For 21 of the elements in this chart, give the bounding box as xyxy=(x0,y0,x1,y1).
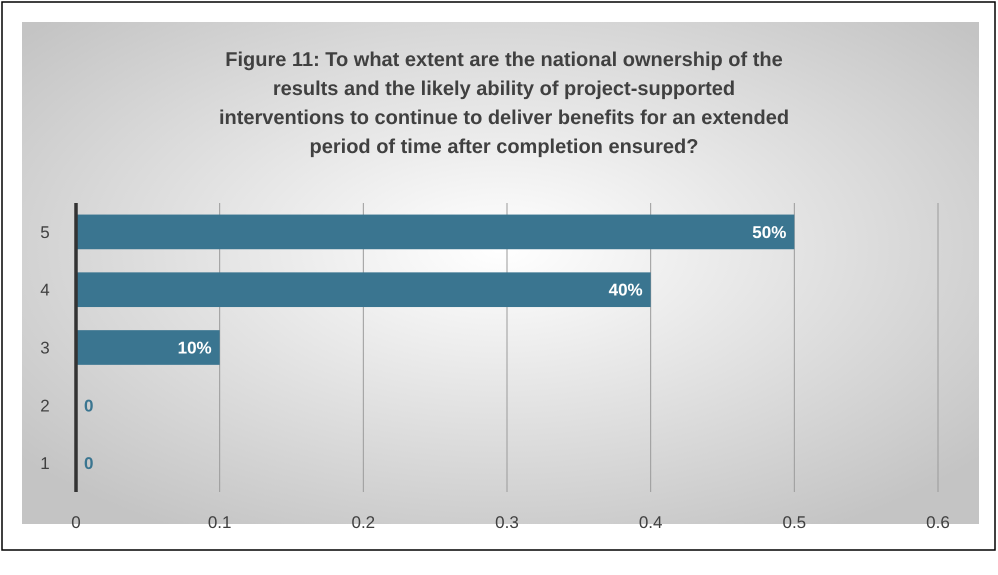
chart-title: Figure 11: To what extent are the national ownership of the results and the likely ability of project-supported interventions to continue to deliver benefits for an extended period of time after completion ensured? xyxy=(218,49,790,158)
y-tick-label: 5 xyxy=(40,222,50,242)
bar xyxy=(76,272,651,308)
y-tick-label: 4 xyxy=(40,280,50,300)
y-tick-label: 1 xyxy=(40,454,50,474)
data-label: 40% xyxy=(608,280,643,300)
x-tick-label: 0.2 xyxy=(352,513,376,532)
x-tick-label: 0.1 xyxy=(208,513,232,532)
data-label: 0 xyxy=(84,396,94,416)
data-label: 10% xyxy=(178,338,212,358)
y-tick-label: 2 xyxy=(40,396,50,416)
x-tick-label: 0.3 xyxy=(495,513,519,532)
y-tick-label: 3 xyxy=(40,338,50,358)
x-tick-label: 0 xyxy=(71,513,81,532)
x-tick-label: 0.6 xyxy=(926,513,950,532)
bar xyxy=(76,330,220,365)
x-tick-label: 0.4 xyxy=(638,513,662,532)
bar xyxy=(76,214,794,250)
data-label: 50% xyxy=(752,222,786,242)
data-label: 0 xyxy=(84,454,94,474)
x-tick-label: 0.5 xyxy=(782,513,806,532)
